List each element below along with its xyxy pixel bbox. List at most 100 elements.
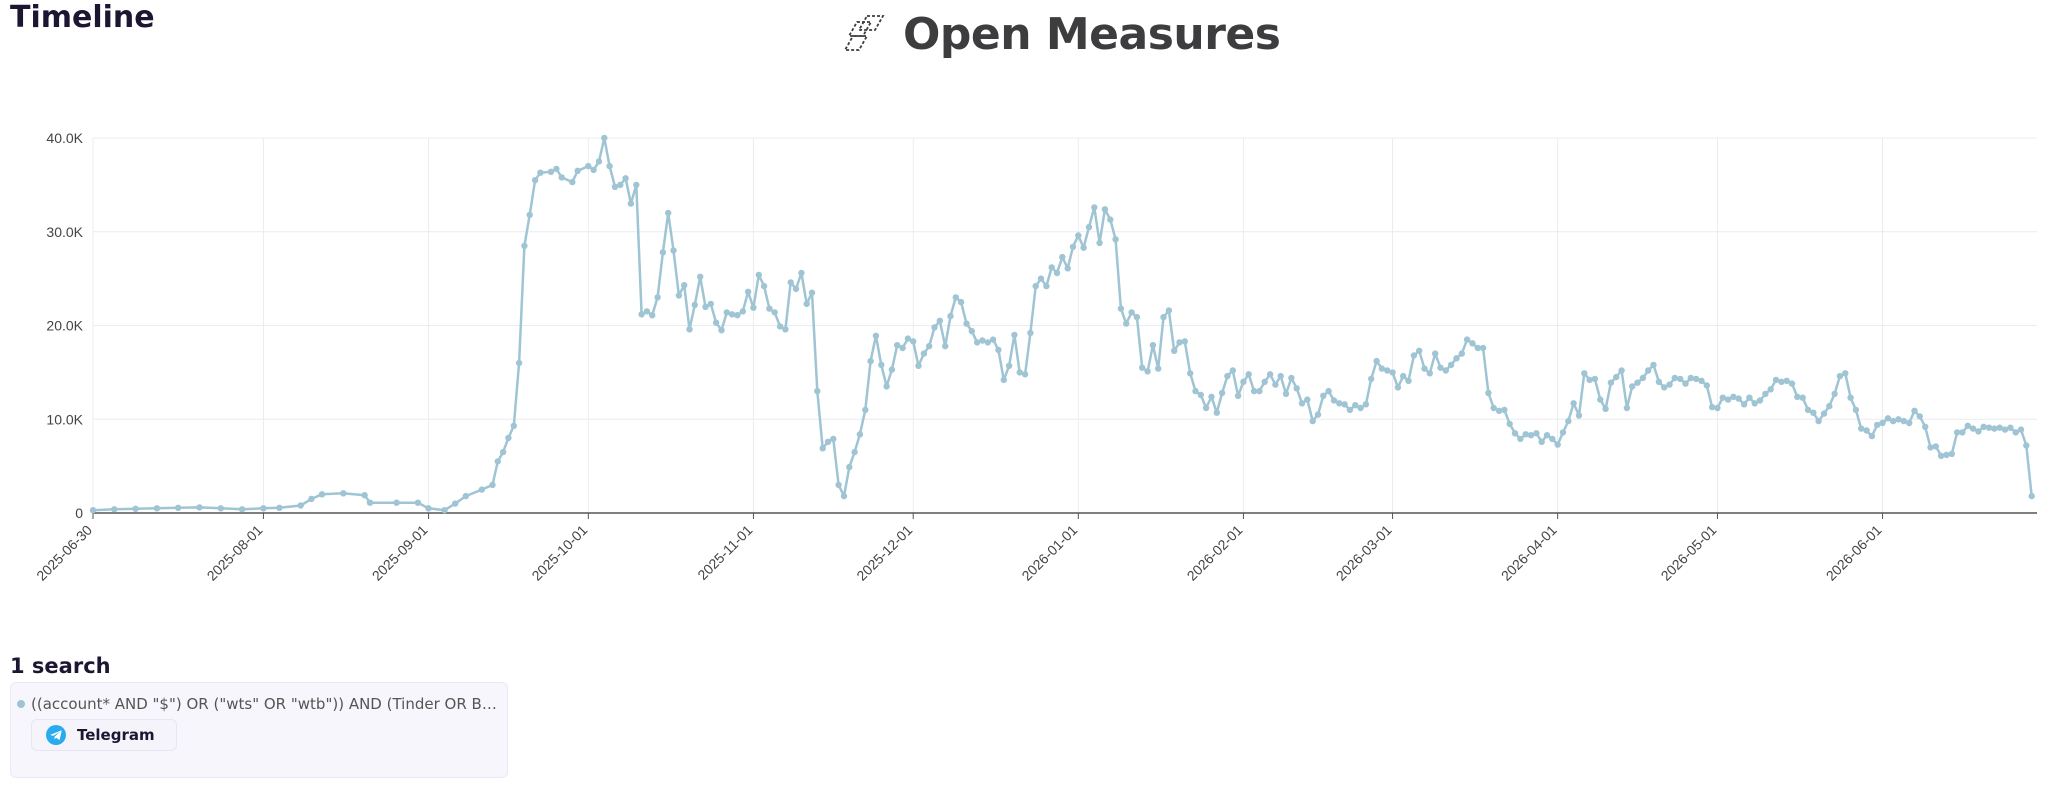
data-point xyxy=(1719,394,1727,401)
data-point xyxy=(1474,344,1482,352)
data-point xyxy=(1043,282,1050,290)
data-point xyxy=(1858,425,1865,432)
data-point xyxy=(2007,424,2014,431)
data-point xyxy=(760,282,768,290)
source-chip-telegram[interactable]: Telegram xyxy=(31,719,177,751)
data-point xyxy=(904,335,912,342)
data-point xyxy=(723,309,730,316)
data-point xyxy=(819,445,826,452)
data-point xyxy=(1527,432,1535,439)
data-point xyxy=(1847,394,1854,401)
data-point xyxy=(1080,244,1087,251)
x-tick-label: 2025-08-01 xyxy=(204,522,266,584)
data-point xyxy=(654,294,661,301)
data-point xyxy=(686,326,693,333)
data-point xyxy=(840,492,848,500)
x-tick-label: 2026-05-01 xyxy=(1658,522,1720,584)
data-point xyxy=(1645,367,1652,374)
data-point xyxy=(521,242,528,249)
data-point xyxy=(1325,387,1332,395)
data-point xyxy=(1842,370,1849,377)
data-point xyxy=(1218,389,1226,397)
search-card[interactable]: ((account* AND "$") OR ("wts" OR "wtb"))… xyxy=(10,682,508,778)
data-point xyxy=(1165,307,1173,314)
data-point xyxy=(1804,406,1812,414)
data-point xyxy=(1852,406,1860,414)
data-point xyxy=(441,507,448,514)
data-point xyxy=(670,247,677,254)
data-point xyxy=(308,495,315,503)
data-point xyxy=(1991,425,1998,432)
data-point xyxy=(1128,309,1135,316)
data-point xyxy=(851,448,858,456)
data-point xyxy=(1943,451,1950,459)
data-point xyxy=(1437,364,1444,371)
data-point xyxy=(1591,375,1599,383)
brand-header: Open Measures xyxy=(843,6,1281,62)
data-point xyxy=(1032,282,1039,290)
x-tick-label: 2025-06-30 xyxy=(33,522,95,584)
x-tick-label: 2025-09-01 xyxy=(369,522,431,584)
data-point xyxy=(553,165,560,173)
data-point xyxy=(627,200,635,207)
data-point xyxy=(1511,430,1519,437)
data-point xyxy=(1581,370,1588,377)
data-point xyxy=(1671,374,1679,382)
data-point xyxy=(1543,432,1551,439)
data-point xyxy=(1884,415,1892,422)
data-point xyxy=(1293,385,1300,392)
data-point xyxy=(1836,372,1844,380)
data-point xyxy=(595,158,603,165)
data-point xyxy=(478,486,485,493)
data-point xyxy=(1650,361,1657,369)
data-point xyxy=(1304,396,1311,403)
data-point xyxy=(1911,407,1918,414)
data-point xyxy=(361,492,368,499)
data-point xyxy=(153,505,161,512)
data-point xyxy=(728,311,736,318)
data-point xyxy=(739,308,746,315)
data-point xyxy=(196,504,203,511)
data-point xyxy=(936,317,943,324)
data-point xyxy=(1826,402,1833,410)
data-point xyxy=(1479,344,1487,352)
data-point xyxy=(691,301,698,309)
data-point xyxy=(1101,206,1109,213)
search-query-row[interactable]: ((account* AND "$") OR ("wts" OR "wtb"))… xyxy=(17,695,501,713)
data-point xyxy=(1575,412,1583,419)
data-point xyxy=(1277,372,1284,380)
data-point xyxy=(1740,401,1748,408)
x-tick-label: 2025-10-01 xyxy=(528,522,590,584)
data-point xyxy=(1969,425,1977,432)
data-point xyxy=(1682,380,1689,387)
data-point xyxy=(452,500,459,507)
data-point xyxy=(1250,387,1258,395)
data-point xyxy=(1778,378,1785,385)
data-point xyxy=(340,490,347,497)
data-point xyxy=(1895,416,1902,423)
data-point xyxy=(462,492,469,500)
data-point xyxy=(1144,368,1151,375)
search-query[interactable]: ((account* AND "$") OR ("wts" OR "wtb"))… xyxy=(31,695,501,713)
data-point xyxy=(1362,401,1370,408)
data-point xyxy=(1714,404,1721,412)
data-point xyxy=(1240,378,1247,385)
data-point xyxy=(856,431,864,438)
data-point xyxy=(2001,426,2009,433)
data-point xyxy=(425,505,432,512)
data-point xyxy=(931,324,938,331)
data-point xyxy=(1565,417,1572,425)
data-point xyxy=(712,319,720,326)
data-point xyxy=(952,294,959,301)
data-point xyxy=(1069,243,1077,250)
data-point xyxy=(1874,421,1881,429)
data-point xyxy=(1389,369,1396,376)
data-point xyxy=(1160,313,1167,321)
data-point xyxy=(393,499,400,506)
data-point xyxy=(649,312,656,319)
data-point xyxy=(1810,409,1817,416)
data-point xyxy=(638,311,645,318)
data-point xyxy=(611,183,619,190)
data-point xyxy=(1906,419,1913,427)
data-point xyxy=(1799,394,1806,401)
